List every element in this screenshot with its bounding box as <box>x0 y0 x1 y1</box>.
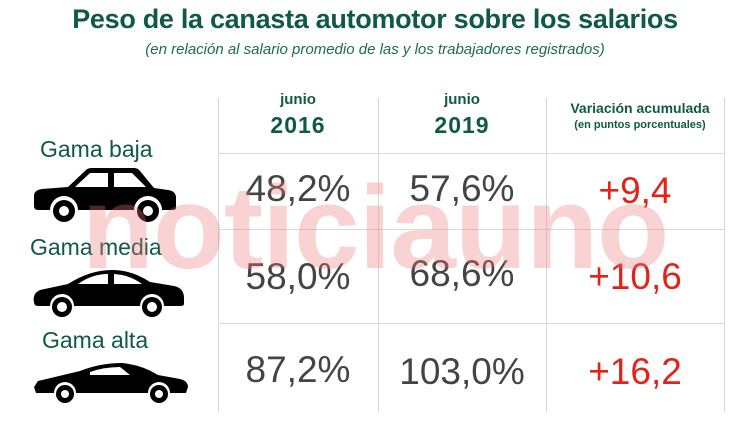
car-mid-range-icon <box>33 270 184 317</box>
grid-line-vertical <box>546 98 547 412</box>
grid-line-horizontal <box>218 323 724 324</box>
car-low-range-icon <box>34 168 176 222</box>
column-header-2019: junio 2019 <box>378 91 546 139</box>
grid-line-horizontal <box>218 153 724 154</box>
column-month: junio <box>280 91 316 108</box>
grid-line-vertical <box>378 98 379 412</box>
chart-title: Peso de la canasta automotor sobre los s… <box>72 4 678 34</box>
variation-mid: +10,6 <box>588 256 682 297</box>
car-high-range-icon <box>34 363 188 403</box>
grid-line-vertical <box>724 98 725 412</box>
column-header-2016: junio 2016 <box>218 91 378 139</box>
variation-high: +16,2 <box>588 351 682 392</box>
variation-low: +9,4 <box>598 170 672 211</box>
grid-line-vertical <box>218 98 219 412</box>
value-2016-high: 87,2% <box>245 349 351 390</box>
column-month: junio <box>444 91 480 108</box>
row-label-high: Gama alta <box>42 327 149 353</box>
column-year: 2016 <box>270 112 326 138</box>
value-2016-mid: 58,0% <box>245 256 351 297</box>
column-year: 2019 <box>434 112 490 138</box>
variation-header: Variación acumulada (en puntos porcentua… <box>540 100 740 131</box>
row-label-mid: Gama media <box>30 234 162 260</box>
chart-subtitle: (en relación al salario promedio de las … <box>145 41 605 58</box>
variation-header-unit: (en puntos porcentuales) <box>574 119 706 131</box>
value-2019-low: 57,6% <box>409 168 515 209</box>
row-label-low: Gama baja <box>40 136 153 162</box>
variation-header-title: Variación acumulada <box>570 100 710 116</box>
value-2016-low: 48,2% <box>245 168 351 209</box>
value-2019-mid: 68,6% <box>409 253 515 294</box>
value-2019-high: 103,0% <box>399 351 525 392</box>
grid-line-horizontal <box>218 229 724 230</box>
